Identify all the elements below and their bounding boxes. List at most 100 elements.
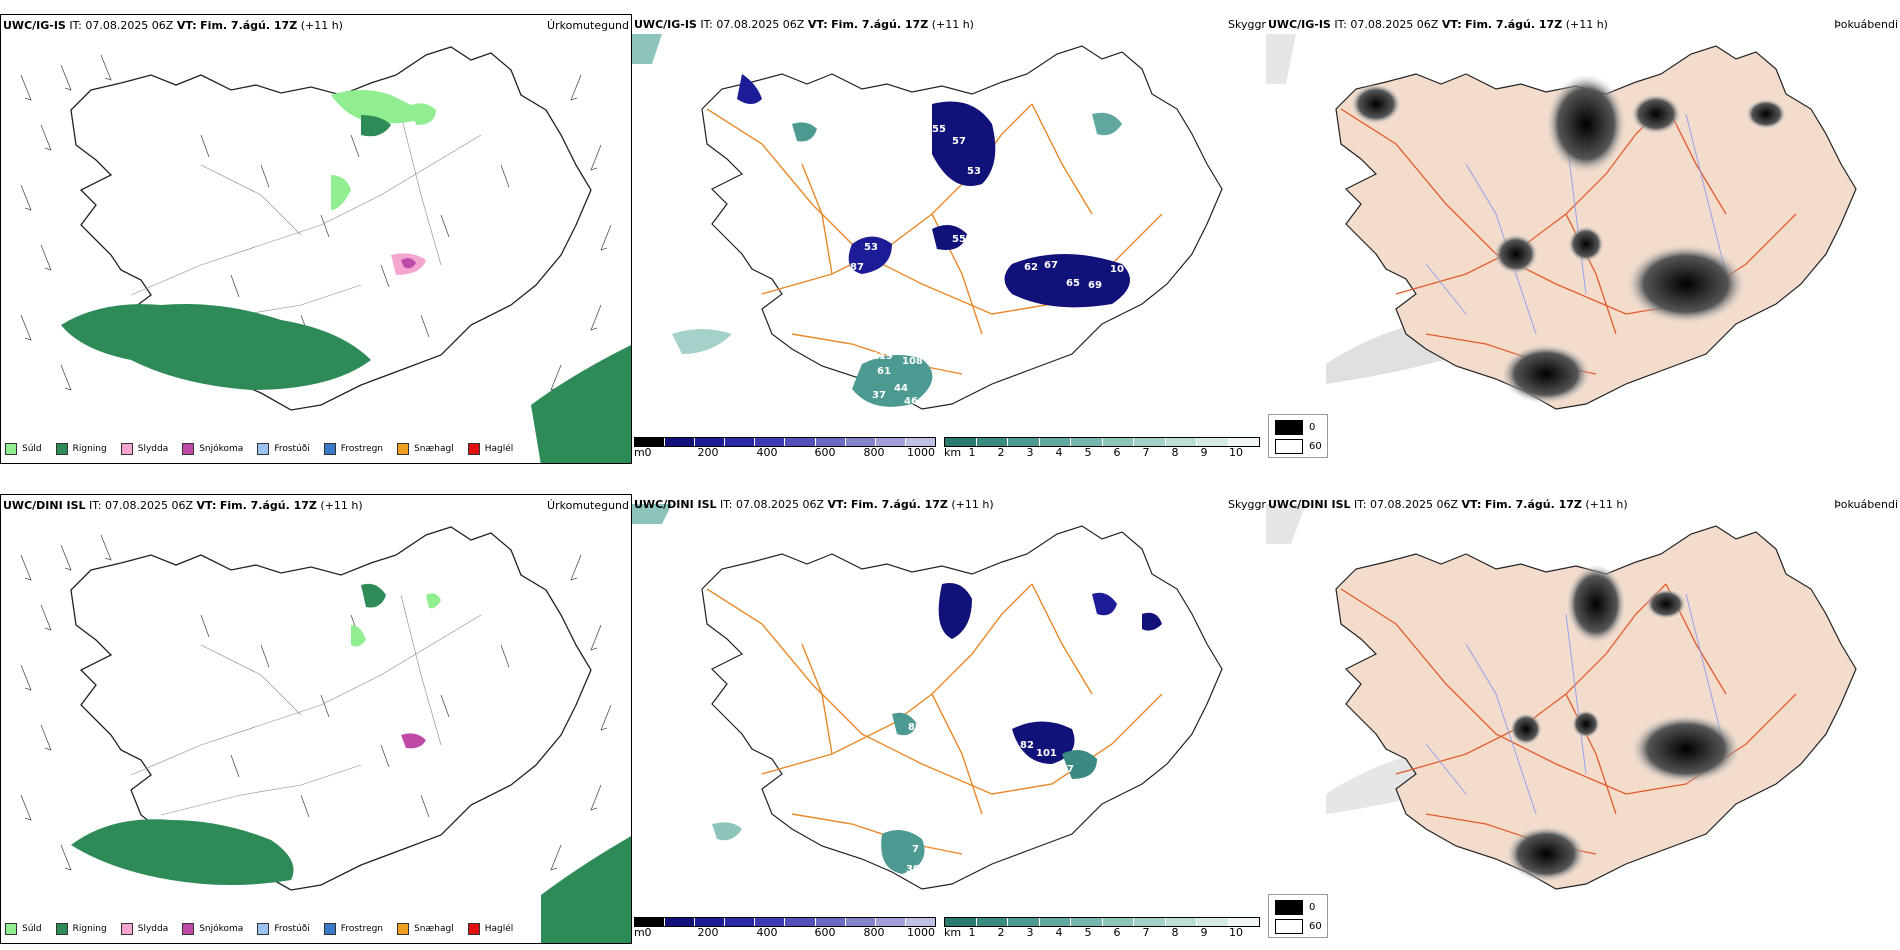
colorbar-tick: 1 — [968, 926, 976, 939]
colorbar-tick: 1000 — [907, 926, 935, 939]
precip-legend: Súld Rigning Slydda Snjókoma Frostúði Fr… — [5, 441, 528, 457]
colorbar-tick: 200 — [697, 926, 719, 939]
precip-blobs — [71, 583, 631, 943]
iceland-map-fog-row0 — [1266, 34, 1857, 410]
colorbar-tick: 9 — [1200, 926, 1208, 939]
legend-item: Frostúði — [257, 443, 310, 455]
colorbar-unit: km — [944, 926, 962, 939]
ceiling-value-label: 97 — [1060, 764, 1074, 775]
legend-swatch — [257, 923, 270, 935]
iceland-map-precip-row1 — [20, 526, 631, 943]
colorbar-tick: 7 — [1142, 446, 1150, 459]
colorbar-unit: m — [634, 926, 645, 939]
legend-item: 60 — [1275, 439, 1322, 454]
legend-item: Haglél — [467, 443, 513, 455]
colorbar-tick: 1000 — [907, 446, 935, 459]
colorbar-cells — [944, 917, 1260, 927]
legend-swatch — [5, 923, 17, 935]
ceiling-value-label: 55 — [932, 124, 946, 135]
legend-swatch — [55, 923, 68, 935]
roads — [706, 103, 1163, 375]
fog-legend: 0 60 — [1268, 414, 1328, 458]
ceiling-value-label: 53 — [864, 242, 878, 253]
legend-item: Snjókoma — [182, 443, 243, 455]
iceland-map-ceiling-row1: 89 82 101 97 7 39 56 — [632, 504, 1223, 890]
legend-item: Slydda — [120, 923, 168, 935]
legend-item: Snæhagl — [397, 923, 454, 935]
visibility-colorbar: km 1 2 3 4 5 6 7 8 9 10 — [944, 917, 1260, 941]
iceland-map-ceiling-row0: 53 87 55 57 53 62 67 65 69 10 119 61 108… — [632, 34, 1223, 410]
legend-swatch — [1275, 900, 1303, 915]
panel-title: Úrkomutegund — [547, 19, 629, 32]
fog-panel-row1: UWC/DINI ISL IT: 07.08.2025 06Z VT: Fim.… — [1266, 494, 1900, 944]
ceiling-value-label: 57 — [952, 136, 966, 147]
ceiling-colorbar: m 0 200 400 600 800 1000 — [634, 437, 936, 461]
ceiling-blobs — [632, 34, 1130, 407]
legend-item: Rigning — [55, 923, 107, 935]
legend-swatch — [182, 923, 195, 935]
colorbar-tick: 3 — [1026, 926, 1034, 939]
colorbar-tick: 800 — [863, 926, 885, 939]
precip-blobs — [61, 90, 631, 463]
colorbar-tick: 8 — [1171, 446, 1179, 459]
legend-swatch — [397, 443, 410, 455]
colorbar-tick: 9 — [1200, 446, 1208, 459]
ceiling-vis-panel-row0: 53 87 55 57 53 62 67 65 69 10 119 61 108… — [632, 14, 1264, 464]
legend-item: Súld — [5, 923, 42, 935]
ceiling-vis-panel-row1: 89 82 101 97 7 39 56 UWC/DINI ISL IT: 07… — [632, 494, 1264, 944]
legend-item: Frostregn — [323, 443, 383, 455]
ceiling-value-label: 62 — [1024, 262, 1038, 273]
panel-header: UWC/DINI ISL IT: 07.08.2025 06Z VT: Fim.… — [634, 498, 994, 511]
legend-swatch — [120, 923, 133, 935]
panel-header: UWC/IG-IS IT: 07.08.2025 06Z VT: Fim. 7.… — [1268, 18, 1608, 31]
ceiling-value-label: 61 — [877, 366, 891, 377]
panel-title: Þokuábendi — [1834, 18, 1898, 31]
panel-title: Skyggni — [1228, 18, 1272, 31]
ceiling-value-label: 119 — [872, 351, 893, 362]
colorbar-unit: m — [634, 446, 645, 459]
legend-swatch — [182, 443, 195, 455]
ceiling-value-label: 44 — [894, 383, 908, 394]
legend-item: Haglél — [467, 923, 513, 935]
legend-swatch — [1275, 439, 1303, 454]
ceiling-value-label: 10 — [1110, 264, 1124, 275]
iceland-map-precip-row0 — [20, 46, 631, 463]
panel-header: UWC/IG-IS IT: 07.08.2025 06Z VT: Fim. 7.… — [3, 19, 343, 32]
colorbar-tick: 3 — [1026, 446, 1034, 459]
ceiling-value-label: 67 — [1044, 260, 1058, 271]
legend-swatch — [257, 443, 270, 455]
colorbar-tick: 600 — [814, 446, 836, 459]
panel-header: UWC/DINI ISL IT: 07.08.2025 06Z VT: Fim.… — [3, 499, 363, 512]
ceiling-value-label: 46 — [904, 396, 918, 407]
fog-blobs — [1351, 74, 1786, 404]
ceiling-value-label: 37 — [872, 390, 886, 401]
colorbar-tick: 800 — [863, 446, 885, 459]
colorbar-tick: 5 — [1084, 446, 1092, 459]
precip-type-panel-row0: UWC/IG-IS IT: 07.08.2025 06Z VT: Fim. 7.… — [0, 14, 632, 464]
roads — [130, 114, 482, 336]
ceiling-value-label: 82 — [1020, 740, 1034, 751]
colorbar-tick: 10 — [1229, 926, 1243, 939]
ceiling-value-label: 39 — [906, 864, 920, 875]
legend-item: Frostúði — [257, 923, 310, 935]
ceiling-blobs — [632, 504, 1162, 874]
colorbar-tick: 4 — [1055, 446, 1063, 459]
ceiling-value-label: 101 — [1036, 748, 1057, 759]
colorbar-tick: 6 — [1113, 926, 1121, 939]
colorbar-tick: 8 — [1171, 926, 1179, 939]
legend-item: Frostregn — [323, 923, 383, 935]
panel-title: Úrkomutegund — [547, 499, 629, 512]
legend-item: Slydda — [120, 443, 168, 455]
legend-swatch — [467, 923, 480, 935]
colorbar-tick: 400 — [756, 926, 778, 939]
colorbar-tick: 4 — [1055, 926, 1063, 939]
ceiling-value-label: 56 — [924, 862, 938, 873]
panel-header: UWC/IG-IS IT: 07.08.2025 06Z VT: Fim. 7.… — [634, 18, 974, 31]
ceiling-value-label: 7 — [912, 844, 919, 855]
legend-swatch — [397, 923, 410, 935]
colorbar-tick: 400 — [756, 446, 778, 459]
colorbar-cells — [944, 437, 1260, 447]
panel-title: Skyggni — [1228, 498, 1272, 511]
colorbar-tick: 7 — [1142, 926, 1150, 939]
ceiling-value-label: 108 — [902, 356, 923, 367]
